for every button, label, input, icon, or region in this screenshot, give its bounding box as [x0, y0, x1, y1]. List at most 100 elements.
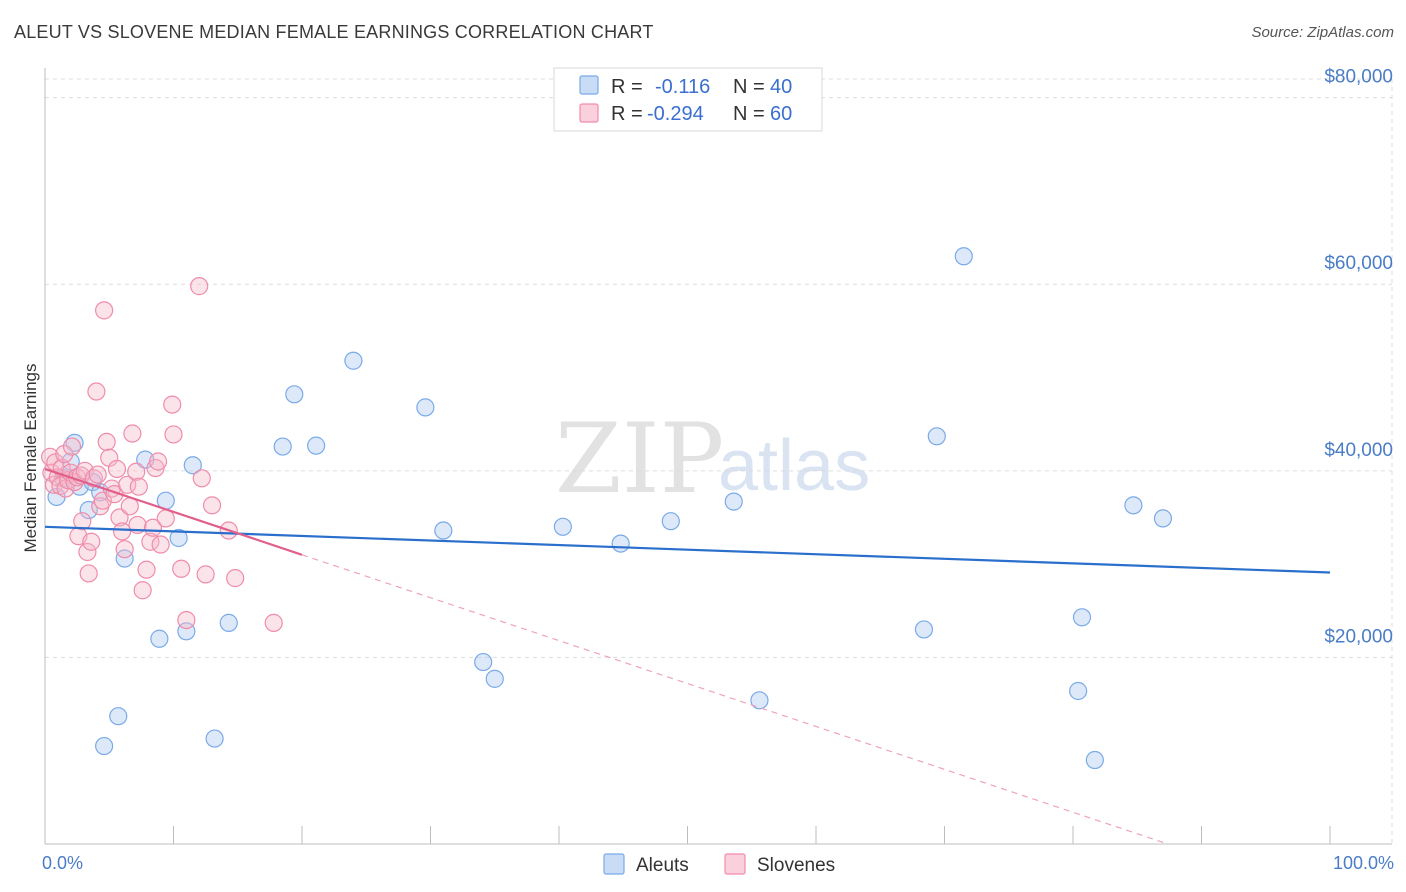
legend: R = -0.116 N = 40 R = -0.294 N = 60: [553, 67, 823, 132]
slovene-point: [107, 459, 127, 479]
bottom-legend-swatch-slovenes: [724, 853, 746, 875]
slovene-point: [73, 512, 92, 531]
aleut-point: [1153, 509, 1173, 528]
y-tick-label-2: $60,000: [1324, 253, 1393, 274]
slovene-point: [163, 395, 182, 414]
aleut-point: [79, 500, 98, 520]
bottom-legend-swatch-aleuts: [603, 853, 625, 875]
slovene-point: [87, 382, 106, 401]
bottom-legend-label-aleuts: Aleuts: [636, 855, 689, 876]
slovene-point: [133, 581, 152, 600]
aleut-point: [1124, 496, 1143, 515]
slovene-point: [151, 535, 170, 554]
aleut-point: [416, 398, 435, 417]
chart-title: ALEUT VS SLOVENE MEDIAN FEMALE EARNINGS …: [14, 22, 654, 42]
trend-lines: [44, 467, 1331, 845]
slovene-point: [79, 564, 98, 583]
slovene-point: [88, 465, 107, 484]
slovene-point: [78, 542, 97, 562]
watermark: ZIP atlas: [555, 403, 870, 515]
slovene-point: [172, 559, 191, 578]
aleut-point: [954, 247, 973, 266]
slovene-point: [97, 432, 116, 452]
legend-swatch-aleuts: [579, 75, 599, 95]
slovene-point: [41, 447, 60, 466]
y-tick-label-0: $20,000: [1324, 626, 1393, 647]
slovene-point: [190, 277, 209, 296]
aleut-point: [205, 729, 224, 748]
slovene-point: [164, 425, 183, 444]
aleut-point: [1069, 681, 1088, 701]
aleut-point: [927, 427, 946, 446]
slovene-point: [55, 444, 74, 464]
slovene-point: [141, 532, 160, 551]
x-tick-labels: 0.0% 100.0%: [42, 853, 1394, 873]
aleut-point: [611, 534, 630, 553]
aleut-point: [285, 385, 304, 404]
slovene-point: [148, 452, 168, 471]
slovene-point: [196, 565, 215, 584]
slovene-point: [192, 469, 211, 488]
slovene-point: [156, 509, 175, 528]
legend-box: [553, 67, 823, 132]
aleut-point: [485, 669, 504, 688]
slovene-point: [143, 518, 163, 537]
slovene-point: [202, 496, 222, 515]
y-axis-title: Median Female Earnings: [21, 364, 40, 553]
slovene-point: [137, 560, 156, 579]
legend-r-label-1: R =: [611, 76, 643, 98]
slovene-point: [112, 522, 132, 541]
slovene-point: [226, 569, 245, 588]
aleut-point: [219, 613, 238, 632]
aleut-point: [661, 512, 680, 531]
slovene-point: [82, 532, 101, 551]
aleut-point: [183, 456, 202, 475]
slovene-point: [123, 424, 142, 443]
aleut-point: [474, 652, 493, 672]
slovene-point: [177, 610, 196, 630]
aleut-point: [914, 620, 934, 639]
y-tick-label-3: $80,000: [1324, 67, 1393, 88]
slovene-point: [110, 508, 129, 527]
y-tick-labels: $20,000 $40,000 $60,000 $80,000: [1324, 67, 1393, 648]
slovene-point: [127, 462, 146, 481]
watermark-zip: ZIP: [555, 403, 724, 515]
x-tick-label-end: 100.0%: [1333, 853, 1394, 873]
legend-n-label-1: N =: [733, 76, 765, 98]
aleut-point: [344, 351, 363, 370]
slovene-point: [118, 475, 137, 494]
aleut-point: [115, 549, 134, 568]
aleut-point: [95, 736, 114, 756]
aleut-point: [1072, 608, 1092, 627]
aleut-point: [307, 436, 326, 455]
legend-r-label-2: R =: [611, 103, 643, 125]
slovene-point: [62, 437, 82, 456]
aleut-point: [1085, 750, 1104, 770]
y-tick-label-1: $40,000: [1324, 440, 1393, 461]
slovene-point: [264, 613, 283, 632]
bottom-legend: Aleuts Slovenes: [603, 853, 835, 876]
legend-swatch-slovenes: [579, 103, 599, 123]
bottom-legend-label-slovenes: Slovenes: [757, 855, 835, 876]
legend-n-label-2: N =: [733, 103, 765, 125]
aleut-trend-line: [44, 525, 1331, 574]
legend-r-value-2: -0.294: [647, 103, 704, 125]
legend-n-value-2: 60: [770, 103, 792, 125]
slovene-point: [129, 477, 148, 496]
aleut-point: [553, 517, 572, 536]
slovene-point: [95, 301, 114, 320]
source-label: Source: ZipAtlas.com: [1251, 24, 1394, 41]
aleut-point: [169, 528, 188, 548]
slovene-trend-line: [44, 467, 303, 556]
slovene-trend-extension: [301, 554, 1169, 845]
data-points: [41, 247, 1173, 770]
legend-r-value-1: -0.116: [655, 76, 710, 98]
slovene-point: [93, 491, 112, 510]
slovene-point: [115, 540, 134, 559]
aleut-point: [109, 707, 128, 726]
aleut-point: [150, 629, 169, 648]
aleut-point: [724, 492, 743, 511]
x-tick-label-start: 0.0%: [42, 853, 83, 873]
aleut-point: [434, 521, 453, 540]
